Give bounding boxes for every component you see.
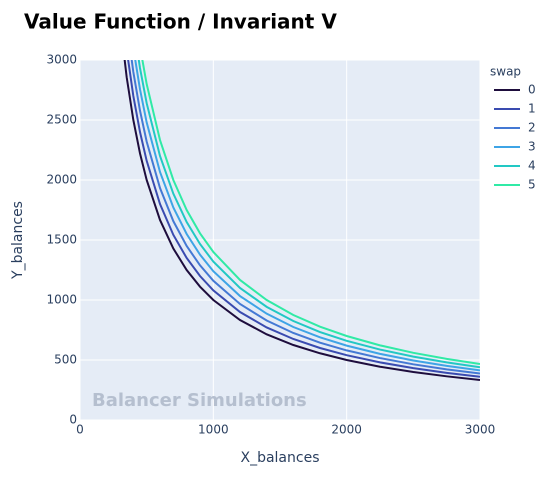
y-axis-title: Y_balances: [10, 201, 26, 280]
series-line: [134, 60, 480, 372]
y-tick-label: 1500: [46, 233, 77, 247]
y-tick-label: 0: [69, 413, 77, 427]
x-axis-title: X_balances: [240, 450, 319, 466]
y-tick-label: 2500: [46, 113, 77, 127]
y-tick-label: 2000: [46, 173, 77, 187]
x-tick-label: 0: [76, 423, 84, 437]
series-line: [123, 60, 480, 382]
legend-label: 2: [528, 121, 536, 135]
legend-label: 0: [528, 83, 536, 97]
series-line: [137, 60, 480, 369]
watermark: Balancer Simulations: [92, 390, 307, 411]
series-line: [141, 60, 480, 365]
y-tick-label: 1000: [46, 293, 77, 307]
x-tick-label: 1000: [198, 423, 229, 437]
x-tick-label: 3000: [465, 423, 496, 437]
legend-label: 1: [528, 102, 536, 116]
y-tick-label: 500: [54, 353, 77, 367]
x-tick-label: 2000: [331, 423, 362, 437]
legend-label: 4: [528, 159, 536, 173]
series-line: [130, 60, 480, 375]
legend-label: 5: [528, 178, 536, 192]
legend-label: 3: [528, 140, 536, 154]
series-line: [127, 60, 480, 378]
legend-title: swap: [490, 65, 521, 79]
chart-title: Value Function / Invariant V: [24, 10, 337, 34]
y-tick-label: 3000: [46, 53, 77, 67]
